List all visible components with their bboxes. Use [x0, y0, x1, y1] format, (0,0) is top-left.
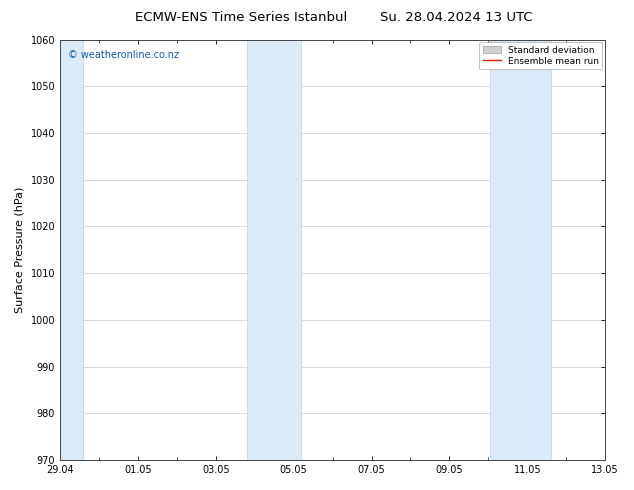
Bar: [247, 40, 301, 460]
Text: ECMW-ENS Time Series Istanbul: ECMW-ENS Time Series Istanbul: [135, 11, 347, 24]
Bar: [58, 40, 84, 460]
Bar: [490, 40, 551, 460]
Text: © weatheronline.co.nz: © weatheronline.co.nz: [68, 50, 179, 60]
Legend: Standard deviation, Ensemble mean run: Standard deviation, Ensemble mean run: [479, 42, 602, 69]
Y-axis label: Surface Pressure (hPa): Surface Pressure (hPa): [15, 187, 25, 313]
Text: Su. 28.04.2024 13 UTC: Su. 28.04.2024 13 UTC: [380, 11, 533, 24]
